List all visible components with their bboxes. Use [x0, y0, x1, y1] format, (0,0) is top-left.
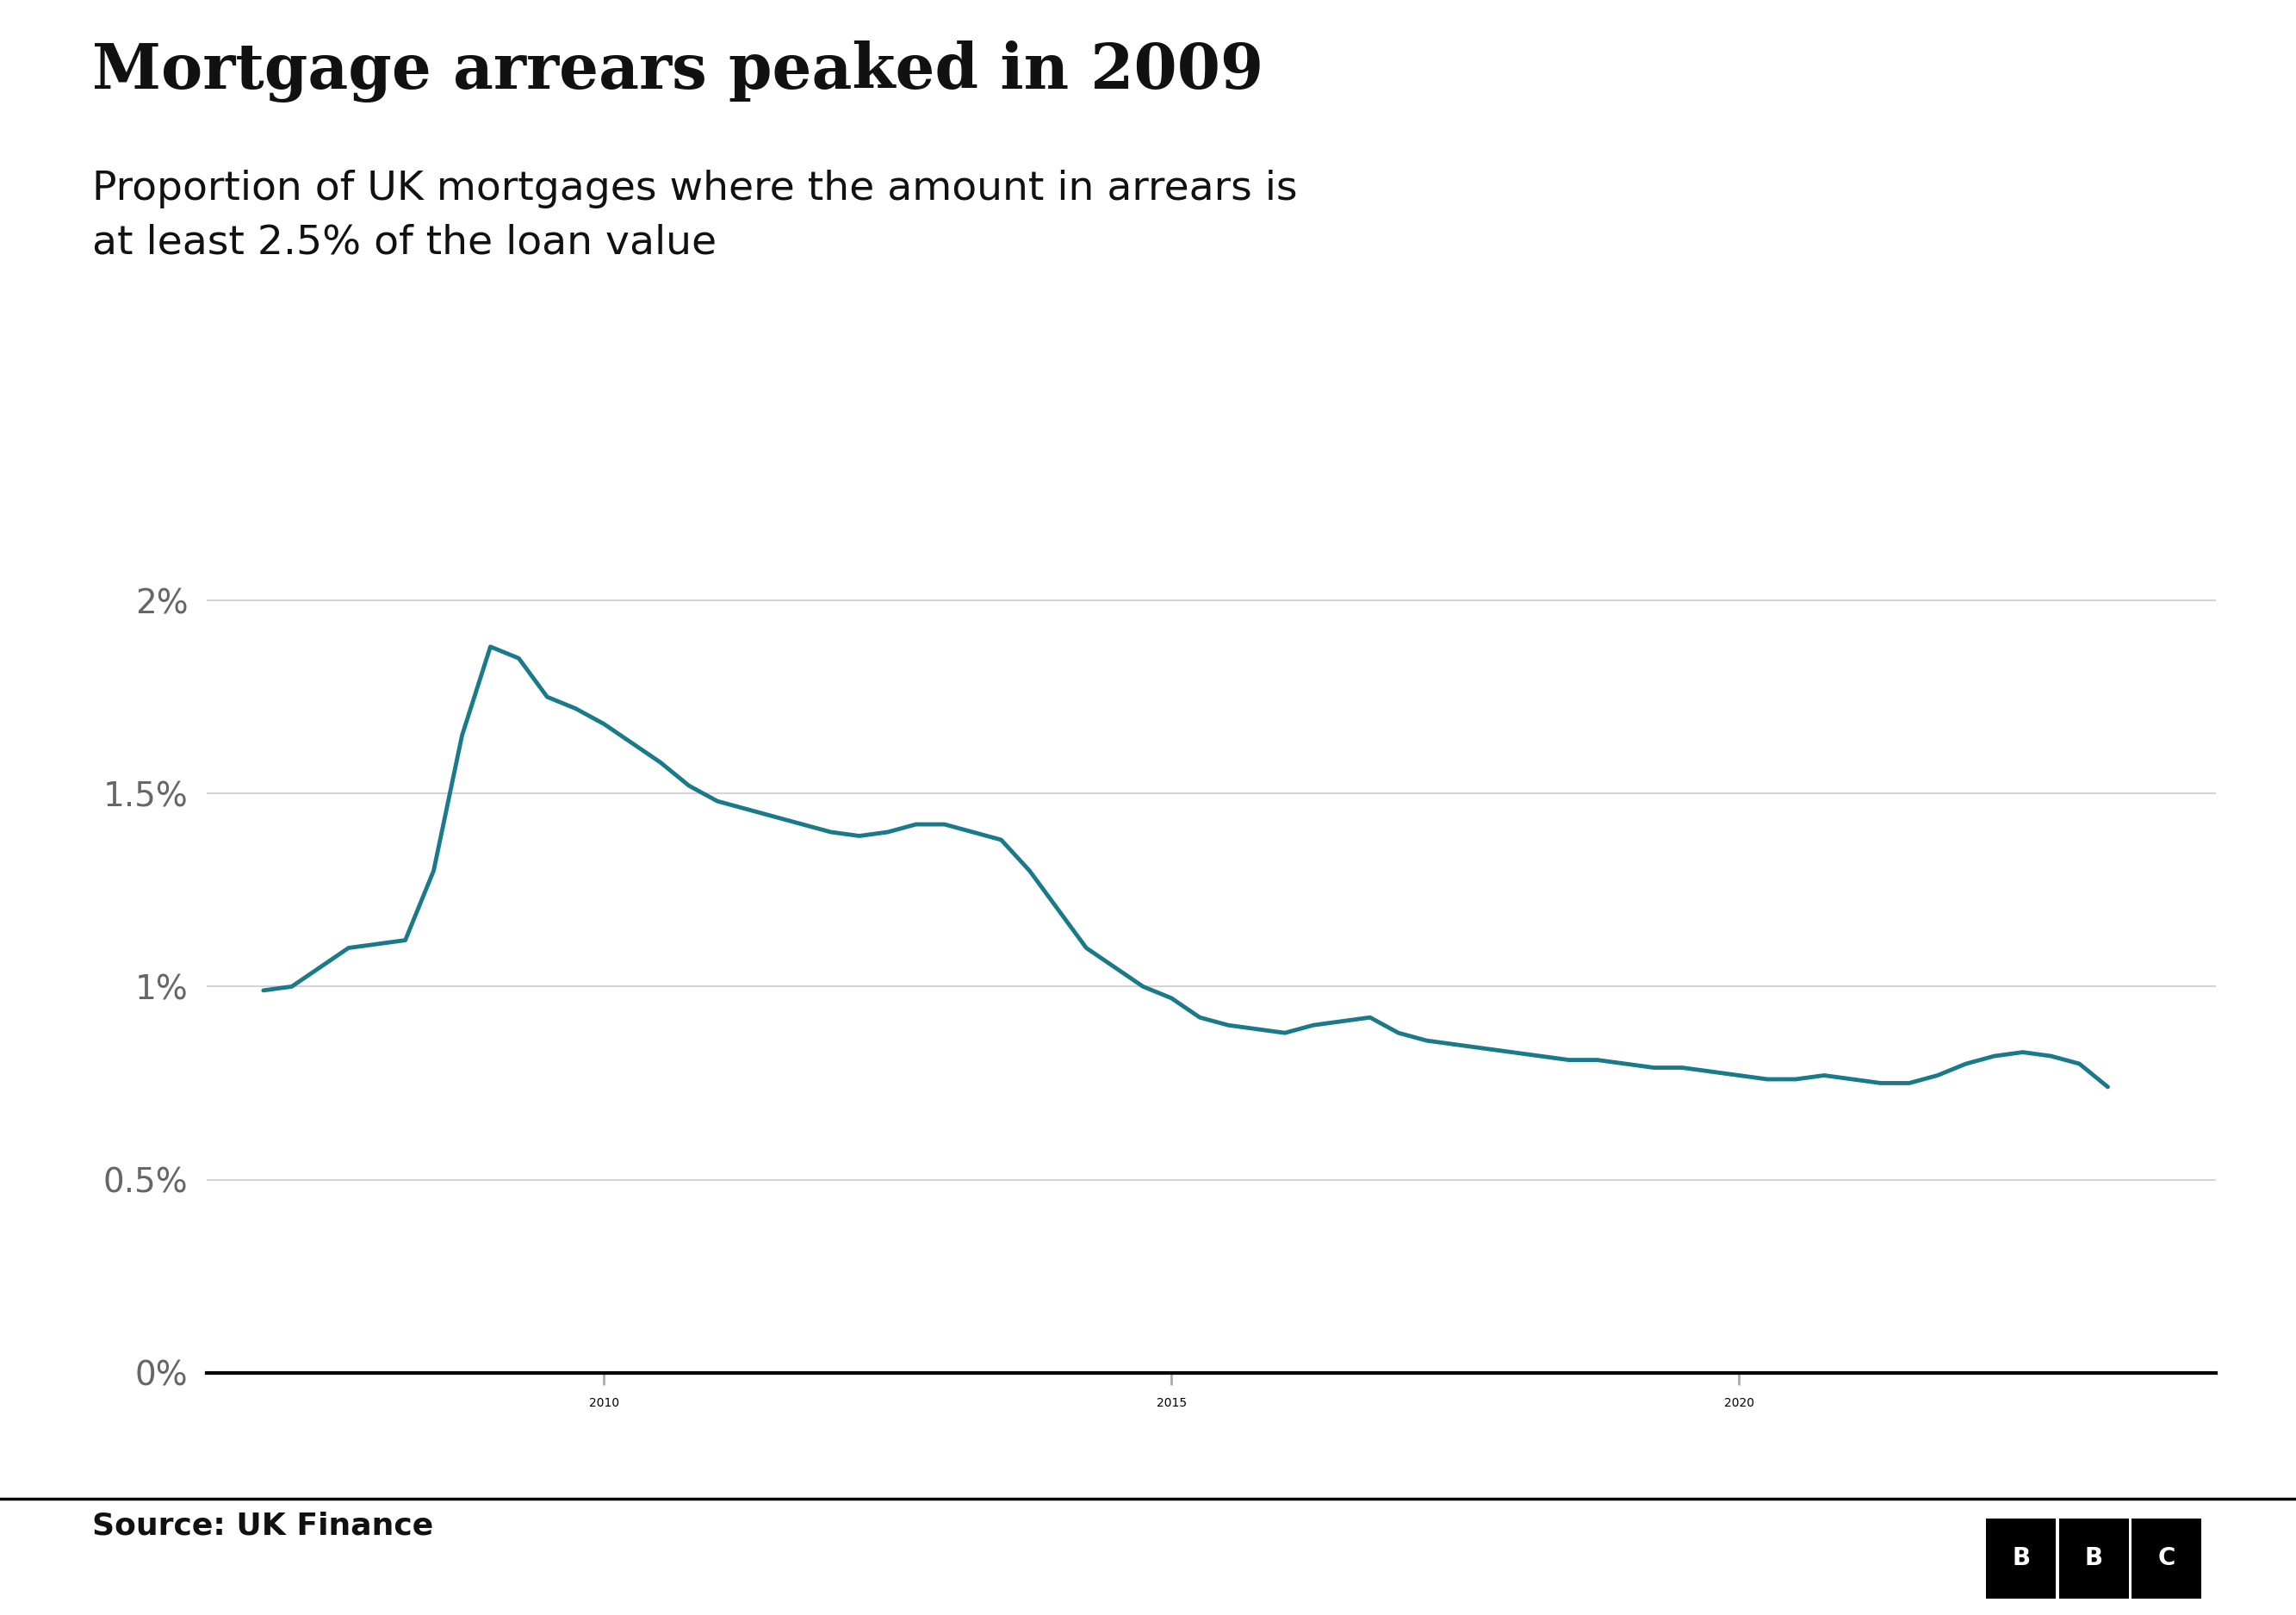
Text: C: C [2158, 1547, 2174, 1570]
Text: B: B [2085, 1547, 2103, 1570]
Text: Source: UK Finance: Source: UK Finance [92, 1512, 434, 1541]
Bar [2060, 1518, 2128, 1599]
Text: B: B [2011, 1547, 2030, 1570]
Text: Mortgage arrears peaked in 2009: Mortgage arrears peaked in 2009 [92, 40, 1263, 102]
Text: Proportion of UK mortgages where the amount in arrears is
at least 2.5% of the l: Proportion of UK mortgages where the amo… [92, 170, 1297, 262]
Bar [2131, 1518, 2202, 1599]
Bar [1986, 1518, 2055, 1599]
